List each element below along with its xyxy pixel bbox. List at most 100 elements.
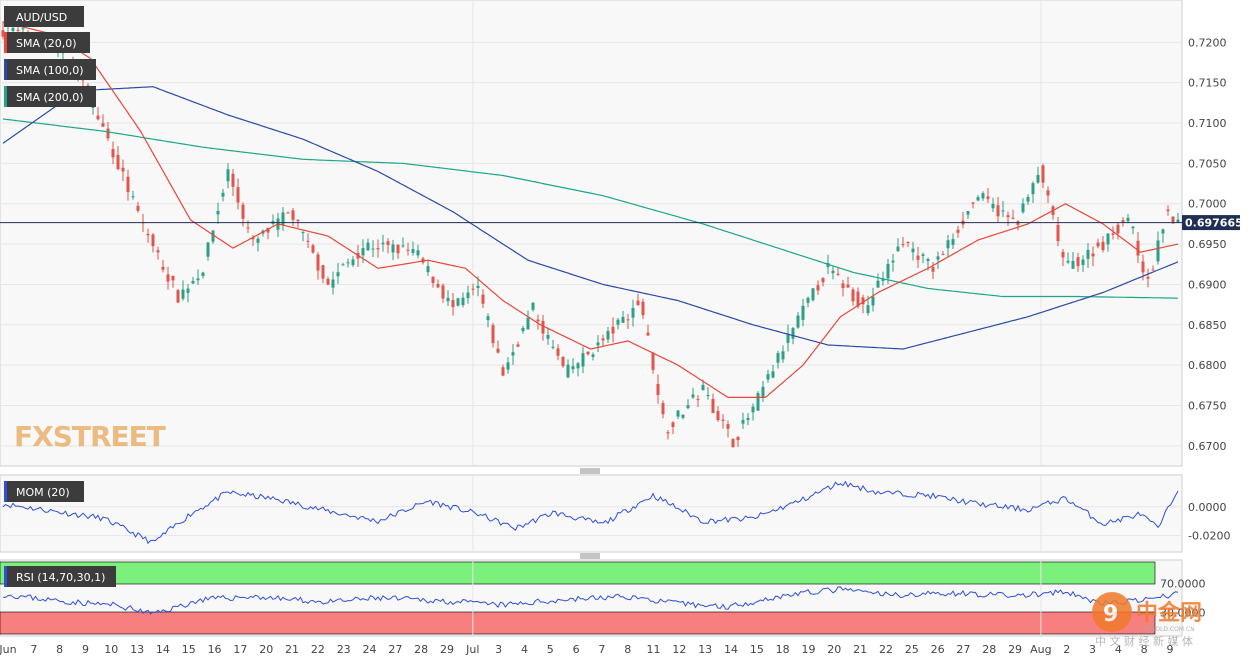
candle-body xyxy=(776,353,780,363)
candle-body xyxy=(201,272,205,277)
candle-body xyxy=(446,297,450,302)
candle-body xyxy=(1056,224,1060,242)
x-axis-tick: 21 xyxy=(285,643,299,656)
x-axis-tick: 5 xyxy=(547,643,554,656)
panel-resize-handle[interactable] xyxy=(580,468,600,474)
x-axis-tick: 22 xyxy=(879,643,893,656)
candle-body xyxy=(816,285,820,291)
candle-body xyxy=(216,211,220,215)
panel-resize-handle[interactable] xyxy=(580,553,600,559)
candle-body xyxy=(461,297,465,306)
candle-body xyxy=(466,292,470,299)
candle-body xyxy=(206,242,210,257)
candle-body xyxy=(426,266,430,273)
candle-body xyxy=(751,406,755,413)
candle-body xyxy=(526,317,530,330)
candle-body xyxy=(186,288,190,293)
candle-body xyxy=(516,344,520,347)
candle-body xyxy=(1146,276,1150,279)
candle-body xyxy=(311,245,315,253)
candle-body xyxy=(306,240,310,242)
candle-body xyxy=(406,249,410,251)
candle-body xyxy=(946,240,950,249)
candle-body xyxy=(1001,210,1005,212)
candle-body xyxy=(716,411,720,421)
candle-body xyxy=(851,289,855,302)
candle-body xyxy=(126,176,130,193)
last-price-tag xyxy=(1182,215,1240,231)
candle-body xyxy=(1121,220,1125,223)
price-y-tick: 0.7200 xyxy=(1188,36,1227,49)
sma20-line xyxy=(2,21,1179,398)
x-axis-tick: 8 xyxy=(1141,643,1148,656)
legend-sma200[interactable]: SMA (200,0) xyxy=(4,86,96,107)
candle-body xyxy=(891,260,895,263)
price-panel-bg xyxy=(0,0,1183,467)
candle-body xyxy=(1136,240,1140,256)
candle-body xyxy=(836,273,840,275)
candle-body xyxy=(131,196,135,198)
candle-body xyxy=(606,331,610,340)
candle-body xyxy=(496,348,500,353)
candle-body xyxy=(521,328,525,332)
sma100-line xyxy=(2,86,1179,350)
legend-aud-usd-label: AUD/USD xyxy=(16,11,67,24)
candle-body xyxy=(586,351,590,355)
candle-body xyxy=(21,28,25,30)
candle-body xyxy=(321,265,325,279)
candle-body xyxy=(561,357,565,367)
candle-body xyxy=(531,302,535,310)
candle-body xyxy=(326,278,330,285)
candle-body xyxy=(861,297,865,305)
candle-body xyxy=(786,333,790,343)
x-axis-tick: 19 xyxy=(801,643,815,656)
x-axis-tick: 3 xyxy=(1089,643,1096,656)
candle-body xyxy=(711,399,715,414)
candle-body xyxy=(96,115,100,120)
candle-body xyxy=(211,230,215,242)
sma200-line xyxy=(2,118,1179,299)
candle-body xyxy=(1091,253,1095,257)
grid-layer xyxy=(0,0,1182,636)
candle-body xyxy=(646,332,650,336)
cngold-logo-chars: 中金网 xyxy=(1136,600,1202,626)
price-y-tick: 0.6700 xyxy=(1188,440,1227,453)
x-axis-tick: 28 xyxy=(982,643,996,656)
candle-body xyxy=(296,219,300,222)
candle-body xyxy=(576,363,580,369)
legend-aud-usd[interactable]: AUD/USD xyxy=(4,6,84,27)
price-y-tick: 0.7050 xyxy=(1188,157,1227,170)
candle-body xyxy=(1176,219,1180,223)
candle-body xyxy=(286,212,290,214)
candle-body xyxy=(236,187,240,203)
candle-body xyxy=(701,384,705,391)
candle-body xyxy=(386,241,390,245)
legend-sma20[interactable]: SMA (20,0) xyxy=(4,32,90,53)
x-axis-tick: 12 xyxy=(672,643,686,656)
candle-body xyxy=(1116,224,1120,234)
candle-body xyxy=(331,279,335,288)
candle-body xyxy=(721,419,725,421)
legend-mom[interactable]: MOM (20) xyxy=(4,481,84,502)
x-axis-tick: 18 xyxy=(776,643,790,656)
candle-body xyxy=(591,354,595,358)
candle-body xyxy=(1,30,5,37)
legend-mom-label: MOM (20) xyxy=(16,486,70,499)
x-axis-ticks: Jun 7 8 9 10 13 14 15 16 17 20 21 22 23 24 27 28 29 Jul 3 4 5… xyxy=(0,643,1174,656)
y-axis-ticks: 0.7200 0.7150 0.7100 0.7050 0.7000 0.6950 0.69… xyxy=(1160,36,1230,619)
legend-rsi[interactable]: RSI (14,70,30,1) xyxy=(4,566,116,587)
candle-body xyxy=(536,319,540,322)
candle-body xyxy=(251,237,255,240)
x-axis-tick: Jun xyxy=(0,643,17,656)
candle-body xyxy=(996,205,1000,217)
price-y-tick: 0.7100 xyxy=(1188,117,1227,130)
x-axis-tick: 29 xyxy=(440,643,454,656)
legend-rsi-label: RSI (14,70,30,1) xyxy=(16,571,105,584)
candle-body xyxy=(621,316,625,323)
x-axis-tick: 26 xyxy=(931,643,945,656)
candle-body xyxy=(666,432,670,434)
candle-body xyxy=(451,300,455,308)
legend-sma100[interactable]: SMA (100,0) xyxy=(4,59,96,80)
candle-body xyxy=(1061,251,1065,258)
